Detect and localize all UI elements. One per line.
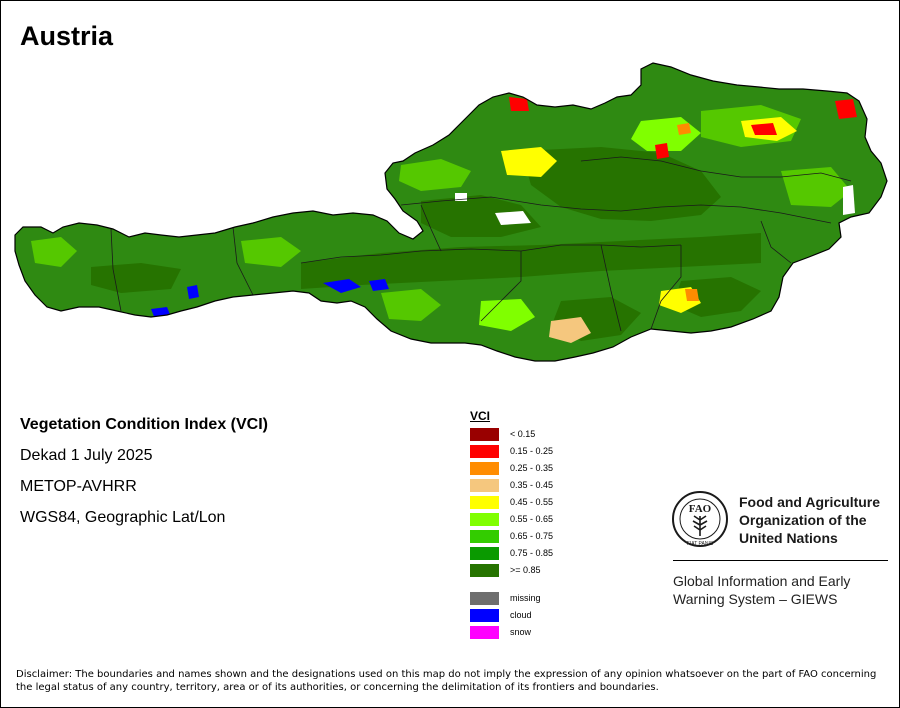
legend-label: 0.45 - 0.55	[510, 497, 554, 507]
fao-name: Food and Agriculture Organization of the…	[739, 493, 880, 547]
sensor-name: METOP-AVHRR	[20, 478, 137, 495]
legend-label: 0.75 - 0.85	[510, 548, 554, 558]
legend-label: < 0.15	[510, 429, 536, 439]
legend-label: 0.55 - 0.65	[510, 514, 554, 524]
legend-swatch	[470, 626, 499, 639]
legend-swatch	[470, 428, 499, 441]
disclaimer-text: Disclaimer: The boundaries and names sho…	[16, 669, 877, 693]
legend-swatch	[470, 513, 499, 526]
fao-name-line1: Food and Agriculture	[739, 494, 881, 510]
giews-line1: Global Information and Early	[673, 573, 851, 589]
legend-item: 0.55 - 0.65	[470, 512, 553, 529]
legend-label: 0.65 - 0.75	[510, 531, 554, 541]
legend-swatch	[470, 530, 499, 543]
legend-item: 0.65 - 0.75	[470, 529, 553, 546]
index-name: Vegetation Condition Index (VCI)	[20, 416, 268, 433]
legend-item: missing	[470, 591, 541, 608]
legend-item: snow	[470, 625, 531, 642]
legend-swatch	[470, 564, 499, 577]
legend-swatch	[470, 462, 499, 475]
legend-item: 0.75 - 0.85	[470, 546, 553, 563]
fao-name-line2: Organization of the	[739, 512, 867, 528]
svg-text:FAO: FAO	[689, 503, 712, 515]
svg-text:FIAT PANIS: FIAT PANIS	[687, 541, 714, 547]
austria-vci-map	[14, 62, 888, 362]
legend-label: cloud	[510, 610, 532, 620]
vci-legend: VCI < 0.15 0.15 - 0.25 0.25 - 0.35 0.35 - 0…	[470, 409, 553, 642]
legend-label: 0.15 - 0.25	[510, 446, 554, 456]
giews-line2: Warning System – GIEWS	[673, 591, 838, 607]
legend-item: 0.25 - 0.35	[470, 461, 553, 478]
legend-swatch	[470, 445, 499, 458]
legend-item: cloud	[470, 608, 532, 625]
legend-item: 0.45 - 0.55	[470, 495, 553, 512]
legend-classes: < 0.15 0.15 - 0.25 0.25 - 0.35 0.35 - 0.45 0…	[470, 427, 553, 580]
map-info: Vegetation Condition Index (VCI) Dekad 1…	[20, 413, 268, 537]
fao-logo-icon: FAO FIAT PANIS	[672, 491, 728, 547]
fao-name-line3: United Nations	[739, 530, 838, 546]
legend-swatch	[470, 609, 499, 622]
map-title: Austria	[20, 21, 114, 51]
legend-item: 0.15 - 0.25	[470, 444, 553, 461]
legend-swatch	[470, 592, 499, 605]
legend-label: missing	[510, 593, 541, 603]
legend-swatch	[470, 547, 499, 560]
legend-item: < 0.15	[470, 427, 535, 444]
legend-label: 0.25 - 0.35	[510, 463, 554, 473]
projection-info: WGS84, Geographic Lat/Lon	[20, 509, 226, 526]
legend-item: 0.35 - 0.45	[470, 478, 553, 495]
legend-label: snow	[510, 627, 532, 637]
legend-extra: missing cloud snow	[470, 591, 541, 642]
giews-name: Global Information and Early Warning Sys…	[673, 572, 850, 608]
legend-item: >= 0.85	[470, 563, 541, 580]
legend-title: VCI	[470, 409, 491, 423]
legend-label: 0.35 - 0.45	[510, 480, 554, 490]
dekad-date: Dekad 1 July 2025	[20, 447, 153, 464]
legend-label: >= 0.85	[510, 565, 541, 575]
legend-swatch	[470, 479, 499, 492]
divider	[673, 560, 888, 561]
legend-swatch	[470, 496, 499, 509]
